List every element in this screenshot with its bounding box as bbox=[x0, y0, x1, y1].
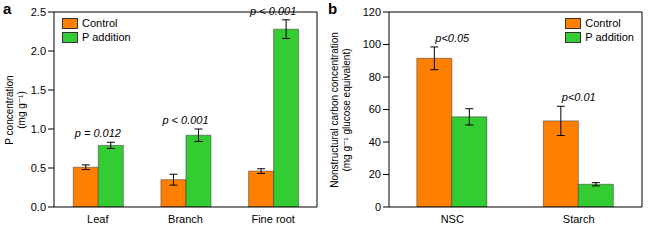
svg-text:NSC: NSC bbox=[441, 213, 464, 225]
svg-text:2.5: 2.5 bbox=[31, 6, 46, 18]
html-text:P concentration: P concentration bbox=[4, 74, 15, 145]
svg-text:80: 80 bbox=[369, 71, 381, 83]
svg-text:p < 0.001: p < 0.001 bbox=[249, 5, 296, 17]
html-text:P addition: P addition bbox=[585, 31, 634, 43]
html-text:b: b bbox=[328, 0, 338, 17]
svg-text:0.0: 0.0 bbox=[31, 201, 46, 213]
svg-text:60: 60 bbox=[369, 103, 381, 115]
svg-text:p<0.01: p<0.01 bbox=[561, 91, 596, 103]
html-text:(mg g⁻¹ glucose equivalent): (mg g⁻¹ glucose equivalent) bbox=[341, 47, 352, 172]
svg-text:p < 0.001: p < 0.001 bbox=[161, 114, 208, 126]
svg-text:20: 20 bbox=[369, 168, 381, 180]
svg-text:Leaf: Leaf bbox=[87, 213, 109, 225]
svg-text:1.5: 1.5 bbox=[31, 84, 46, 96]
svg-text:100: 100 bbox=[363, 38, 381, 50]
svg-text:p = 0.012: p = 0.012 bbox=[74, 127, 121, 139]
svg-text:Fine root: Fine root bbox=[251, 213, 294, 225]
svg-text:0.5: 0.5 bbox=[31, 162, 46, 174]
html-text:Control: Control bbox=[585, 17, 621, 29]
svg-text:Starch: Starch bbox=[563, 213, 595, 225]
html-text:P addition: P addition bbox=[82, 31, 131, 43]
svg-text:1.0: 1.0 bbox=[31, 123, 46, 135]
svg-text:0: 0 bbox=[375, 201, 381, 213]
svg-text:Branch: Branch bbox=[168, 213, 203, 225]
html-text:Control: Control bbox=[82, 17, 118, 29]
svg-text:p<0.05: p<0.05 bbox=[434, 32, 470, 44]
svg-text:2.0: 2.0 bbox=[31, 45, 46, 57]
html-text:a: a bbox=[3, 0, 12, 17]
html-text:(mg g⁻¹): (mg g⁻¹) bbox=[16, 90, 27, 129]
svg-text:40: 40 bbox=[369, 136, 381, 148]
svg-text:120: 120 bbox=[363, 6, 381, 18]
html-text:Nonstructural carbon concentra: Nonstructural carbon concentration bbox=[329, 31, 340, 188]
